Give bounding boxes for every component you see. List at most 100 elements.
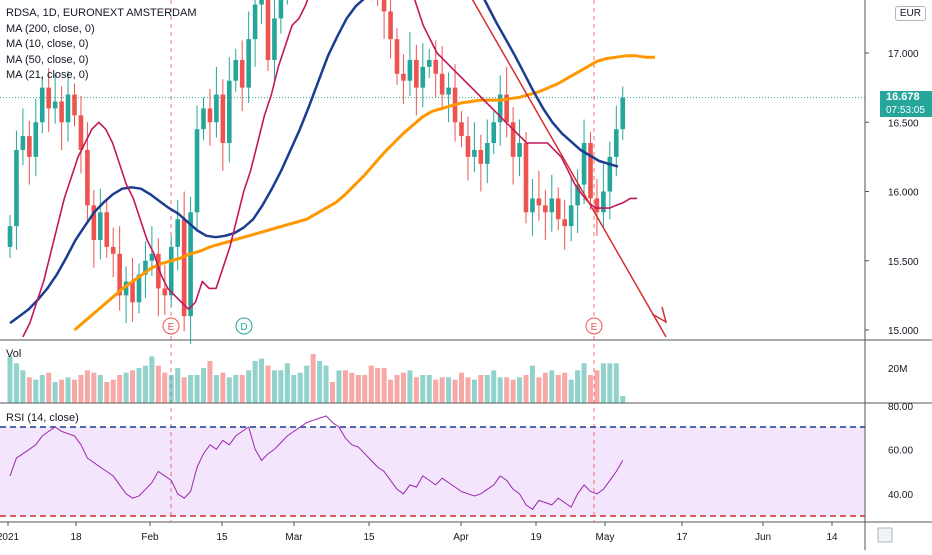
candle-body	[143, 260, 148, 275]
candle-body	[459, 122, 464, 137]
candle-body	[517, 143, 522, 157]
volume-bar	[278, 370, 284, 403]
candle-body	[168, 246, 174, 296]
candle-body	[7, 226, 13, 247]
volume-bar	[78, 375, 84, 403]
candle-body	[162, 288, 168, 296]
candle-body	[491, 122, 497, 144]
candle-body	[20, 136, 26, 150]
volume-bar	[504, 377, 510, 403]
volume-bar	[142, 365, 148, 403]
volume-bar	[484, 375, 490, 403]
volume-bar	[246, 370, 252, 403]
candle-body	[536, 198, 542, 206]
currency-badge[interactable]: EUR	[894, 6, 926, 21]
volume-bar	[84, 370, 90, 403]
volume-bar	[555, 375, 561, 403]
legend-ma200[interactable]: MA (200, close, 0)	[6, 22, 95, 35]
rsi-tick-label: 40.00	[888, 490, 913, 501]
volume-bar	[446, 377, 452, 403]
volume-bar	[110, 379, 116, 403]
event-marker-circle	[235, 317, 253, 335]
volume-bar	[271, 370, 277, 403]
volume-bar	[91, 372, 97, 403]
candle-body	[220, 94, 226, 144]
candle-body	[401, 73, 406, 81]
time-tick-label: Mar	[285, 532, 303, 543]
rsi-pane-label[interactable]: RSI (14, close)	[6, 412, 79, 424]
volume-bar	[517, 377, 523, 403]
price-tick-label: 16.000	[888, 188, 919, 199]
candle-body	[439, 73, 445, 95]
candle-body	[181, 219, 187, 317]
volume-bar	[39, 375, 45, 403]
volume-bar	[13, 363, 19, 403]
volume-bar	[497, 377, 503, 403]
volume-bar	[20, 370, 26, 403]
volume-bar	[201, 368, 206, 403]
event-marker-circle	[162, 317, 180, 335]
volume-bar	[162, 372, 168, 403]
volume-bar	[439, 377, 445, 403]
trendline	[471, 0, 667, 338]
volume-bar	[594, 370, 600, 403]
candle-body	[614, 129, 619, 157]
price-tick-label: 17.000	[888, 49, 919, 60]
volume-pane-label[interactable]: Vol	[6, 348, 22, 360]
candle-body	[601, 191, 606, 213]
volume-bar	[72, 379, 77, 403]
volume-bar	[310, 354, 316, 403]
time-tick-label: 18	[70, 532, 82, 543]
candle-body	[607, 156, 613, 192]
volume-bar	[226, 377, 232, 403]
candle-body	[549, 198, 555, 213]
volume-bar	[59, 379, 65, 403]
volume-bar	[26, 377, 32, 403]
candle-body	[227, 80, 232, 144]
candle-body	[510, 122, 516, 157]
volume-bar	[104, 382, 110, 403]
last-price-badge: 16.678 07:53:05	[880, 90, 932, 117]
volume-bar	[7, 356, 13, 403]
volume-bar	[400, 372, 406, 403]
volume-bar	[117, 375, 123, 403]
trendline-arrowhead	[651, 306, 668, 324]
volume-bar	[149, 356, 155, 403]
volume-bar	[265, 365, 271, 403]
symbol-title[interactable]: RDSA, 1D, EURONEXT AMSTERDAM	[6, 7, 197, 19]
volume-bar	[613, 363, 619, 403]
volume-bar	[420, 375, 426, 403]
legend-ma50[interactable]: MA (50, close, 0)	[6, 53, 89, 66]
volume-bar	[568, 379, 574, 403]
volume-bar	[239, 375, 245, 403]
time-tick-label: 17	[676, 532, 688, 543]
price-tick-label: 15.000	[888, 326, 919, 337]
legend-ma10[interactable]: MA (10, close, 0)	[6, 38, 89, 50]
volume-bar	[575, 370, 581, 403]
volume-bar	[155, 365, 161, 403]
volume-bar	[600, 363, 606, 403]
volume-bar	[33, 379, 39, 403]
volume-bar	[607, 363, 613, 403]
volume-bar	[536, 377, 542, 403]
rsi-tick-label: 80.00	[888, 402, 913, 413]
candle-body	[394, 39, 400, 74]
time-tick-label: 15	[363, 532, 375, 543]
candle-body	[104, 212, 110, 247]
volume-bar	[259, 358, 265, 403]
time-tick-label: 19	[530, 532, 542, 543]
candle-body	[575, 184, 580, 206]
candle-body	[33, 122, 39, 157]
candle-body	[433, 59, 438, 74]
candle-body	[446, 87, 451, 95]
volume-bar	[323, 365, 329, 403]
volume-bar	[220, 372, 226, 403]
candle-body	[117, 253, 122, 296]
legend-ma21[interactable]: MA (21, close, 0)	[6, 69, 89, 81]
volume-bar	[284, 363, 290, 403]
candle-body	[504, 94, 509, 123]
candle-body	[59, 101, 64, 123]
candle-body	[130, 281, 135, 303]
